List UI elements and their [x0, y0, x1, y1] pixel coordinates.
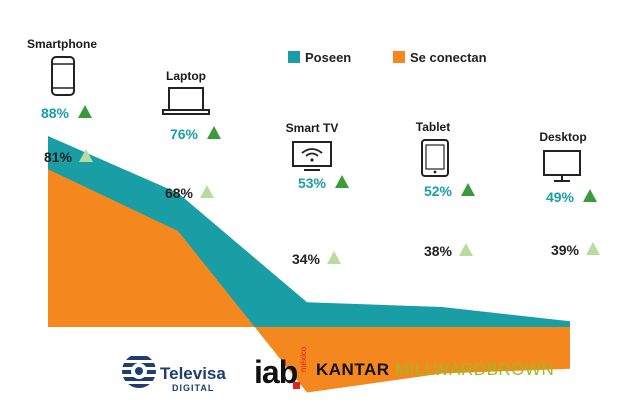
smart-tv-icon-wave1 [301, 148, 323, 154]
up-arrow-icon [79, 149, 93, 162]
device-label: Tablet [416, 120, 450, 134]
device-label: Smart TV [286, 121, 339, 135]
se-conectan-data-label: 81% [44, 149, 73, 165]
se-conectan-data-label: 34% [292, 251, 321, 267]
device-label: Laptop [166, 69, 206, 83]
up-arrow-icon [327, 251, 341, 264]
laptop-icon-base [162, 109, 210, 115]
se-conectan-data-label: 39% [551, 242, 580, 258]
iab-sub: méxico [299, 346, 308, 372]
poseen-data-label: 52% [424, 183, 453, 199]
iab-name: iab [254, 354, 298, 390]
smart-tv-icon-wave2 [305, 152, 319, 157]
smartphone-icon [51, 56, 75, 96]
televisa-logo: Televisa DIGITAL [120, 350, 232, 398]
televisa-mark-icon [122, 354, 156, 388]
laptop-icon [168, 87, 204, 111]
poseen-data-label: 49% [546, 189, 575, 205]
up-arrow-icon [335, 175, 349, 188]
poseen-data-label: 53% [298, 175, 327, 191]
tablet-icon-screen [425, 144, 445, 170]
up-arrow-icon [207, 126, 221, 139]
smart-tv-icon-dot [310, 158, 314, 162]
poseen-data-label: 76% [170, 126, 199, 142]
televisa-name: Televisa [160, 364, 226, 383]
up-arrow-icon [583, 189, 597, 202]
up-arrow-icon [461, 183, 475, 196]
smart-tv-icon [292, 141, 332, 167]
legend-swatch-poseen [288, 51, 300, 63]
iab-mexico-logo: iab méxico [254, 347, 308, 398]
kantar-millwardbrown-logo: KANTAR MILLWARDBROWN [316, 360, 554, 380]
device-label: Desktop [539, 130, 586, 144]
up-arrow-icon [78, 105, 92, 118]
logos-footer: Televisa DIGITAL iab méxico KANTAR MILLW… [0, 340, 630, 400]
televisa-sub: DIGITAL [172, 383, 215, 393]
area-se-conectan [48, 169, 570, 393]
tablet-icon-button [433, 170, 437, 174]
se-conectan-data-label: 38% [424, 243, 453, 259]
legend-swatch-se-conectan [393, 51, 405, 63]
desktop-monitor-icon [543, 150, 581, 176]
legend-label-poseen: Poseen [305, 50, 351, 65]
up-arrow-icon [586, 242, 600, 255]
up-arrow-icon [200, 185, 214, 198]
kantar-part1: KANTAR [316, 360, 395, 379]
se-conectan-data-label: 68% [165, 185, 194, 201]
device-label: Smartphone [27, 37, 97, 51]
kantar-part2: MILLWARDBROWN [394, 360, 555, 379]
iab-dot [293, 382, 300, 389]
legend-label-se-conectan: Se conectan [410, 50, 487, 65]
up-arrow-icon [459, 243, 473, 256]
poseen-data-label: 88% [41, 105, 70, 121]
